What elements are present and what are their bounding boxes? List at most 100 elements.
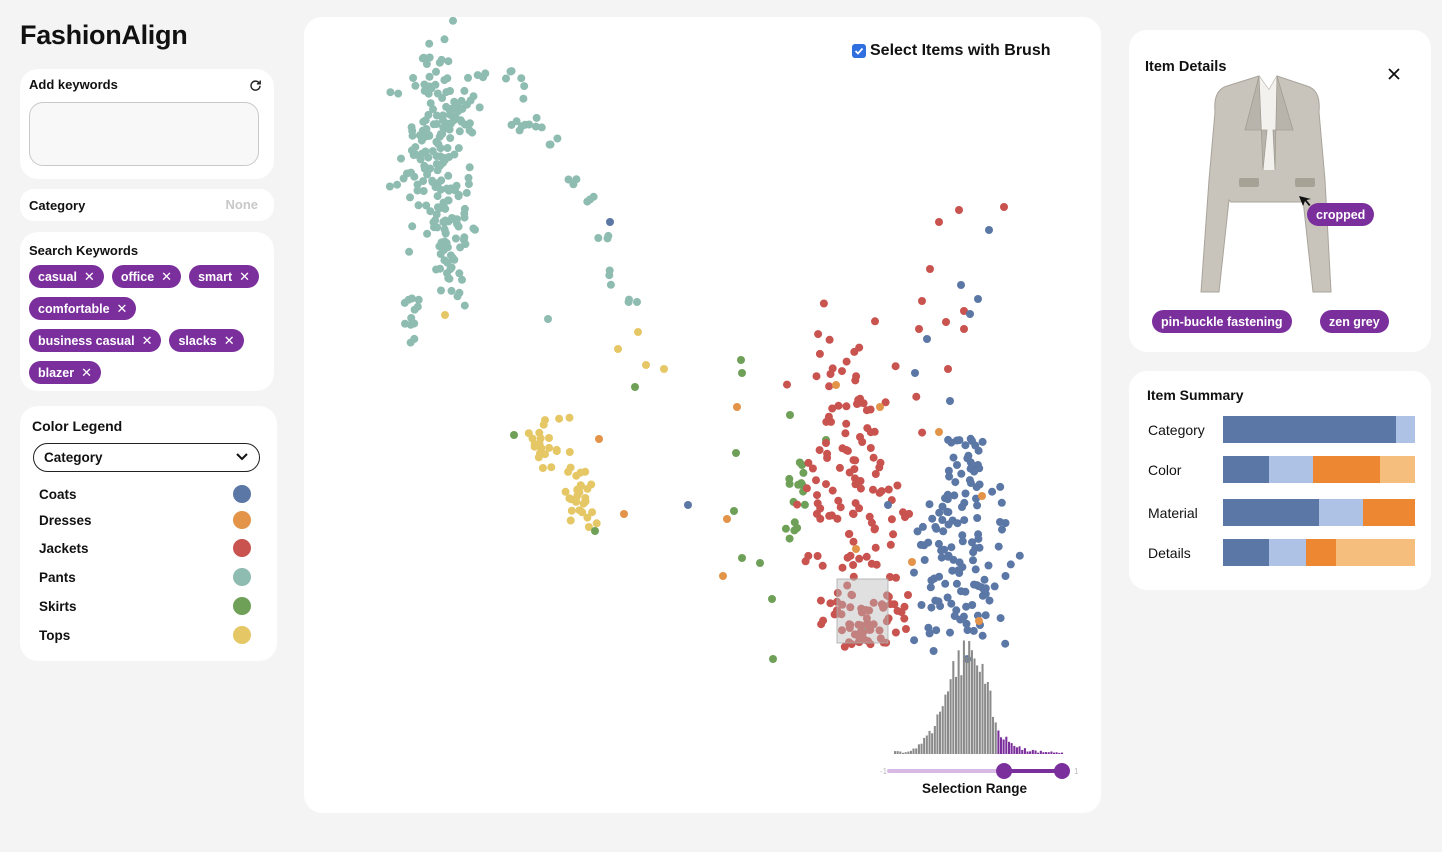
- scatter-point: [473, 71, 482, 80]
- scatter-point: [869, 485, 877, 494]
- reset-icon[interactable]: [249, 79, 262, 97]
- scatter-point: [545, 434, 553, 442]
- histogram-bar: [1008, 741, 1011, 754]
- scatter-point: [962, 602, 971, 611]
- scatter-point: [422, 201, 431, 210]
- scatter-point: [737, 356, 745, 364]
- keywords-input[interactable]: [29, 102, 259, 166]
- scatter-point: [633, 298, 641, 306]
- scatter-point: [434, 179, 442, 188]
- scatter-point: [460, 301, 469, 310]
- scatter-point: [953, 519, 962, 528]
- scatter-point: [918, 297, 926, 305]
- scatter-point: [913, 527, 922, 536]
- scatter-point: [450, 150, 459, 159]
- scatter-point: [891, 362, 900, 371]
- scatter-point: [461, 240, 470, 249]
- remove-tag-icon[interactable]: ✕: [83, 268, 95, 284]
- brush-selection[interactable]: [836, 578, 889, 644]
- scatter-point: [997, 498, 1006, 507]
- scatter-point: [660, 365, 668, 373]
- scatter-point: [409, 74, 418, 82]
- keyword-tag-list: casual ✕ office ✕ smart ✕ comfortable ✕ busi…: [29, 265, 269, 384]
- scatter-point: [918, 522, 927, 531]
- remove-tag-icon[interactable]: ✕: [239, 268, 251, 284]
- selection-range-slider[interactable]: [887, 763, 1070, 779]
- scatter-point: [804, 458, 813, 467]
- color-legend-label: Color Legend: [32, 418, 123, 434]
- scatter-point: [464, 173, 473, 182]
- scatter-point: [846, 620, 855, 629]
- scatter-point: [840, 642, 849, 651]
- histogram-bar: [1018, 746, 1021, 754]
- scatter-point: [910, 636, 919, 645]
- scatter-point: [948, 566, 957, 575]
- scatter-point: [958, 537, 967, 546]
- scatter-point: [946, 397, 954, 405]
- scatter-point: [857, 604, 866, 613]
- scatter-point: [846, 551, 855, 560]
- scatter-point: [411, 81, 420, 90]
- scatter-point: [949, 453, 958, 462]
- scatter-point: [555, 414, 564, 423]
- scatter-point: [552, 445, 561, 454]
- histogram-bar: [920, 743, 923, 754]
- scatter-point: [929, 647, 938, 655]
- scatter-point: [441, 229, 450, 238]
- remove-tag-icon[interactable]: ✕: [161, 268, 173, 284]
- brush-checkbox[interactable]: [852, 44, 866, 58]
- scatter-point: [439, 111, 447, 120]
- scatter-point: [862, 614, 871, 623]
- scatter-point: [908, 558, 916, 566]
- scatter-point: [1001, 639, 1010, 648]
- remove-tag-icon[interactable]: ✕: [81, 364, 93, 380]
- scatter-point: [849, 537, 858, 546]
- scatter-point: [968, 538, 976, 547]
- scatter-point: [642, 361, 650, 369]
- scatter-point: [814, 330, 823, 339]
- scatter-point: [418, 149, 427, 158]
- histogram-bar: [986, 682, 989, 754]
- legend-select[interactable]: Category: [33, 443, 260, 472]
- scatter-point: [866, 405, 875, 414]
- scatter-point: [823, 449, 832, 458]
- scatter-point: [842, 357, 851, 366]
- scatter-point: [869, 598, 878, 607]
- scatter-point: [631, 383, 639, 391]
- scatter-point: [912, 392, 921, 401]
- close-icon[interactable]: [1387, 67, 1401, 86]
- scatter-point: [978, 591, 987, 600]
- brush-toggle[interactable]: Select Items with Brush: [852, 42, 1051, 60]
- summary-bar-segment: [1319, 499, 1364, 526]
- scatter-point: [799, 468, 808, 477]
- item-details-title: Item Details: [1145, 59, 1227, 75]
- scatter-plot[interactable]: -1 1: [304, 17, 1101, 813]
- remove-tag-icon[interactable]: ✕: [141, 332, 153, 348]
- histogram-bar: [997, 730, 1000, 754]
- remove-tag-icon[interactable]: ✕: [223, 332, 235, 348]
- histogram-bar: [907, 751, 910, 754]
- scatter-point: [816, 596, 825, 605]
- slider-min-handle[interactable]: [996, 763, 1013, 779]
- scatter-point: [544, 315, 552, 323]
- scatter-point: [567, 506, 576, 515]
- slider-max-handle[interactable]: [1054, 763, 1070, 779]
- scatter-point: [475, 103, 484, 112]
- scatter-point: [918, 428, 927, 437]
- histogram-bar: [1005, 736, 1008, 754]
- scatter-point: [950, 491, 959, 500]
- scatter-point: [454, 190, 463, 199]
- histogram-bar: [1055, 752, 1058, 754]
- scatter-point: [996, 482, 1005, 491]
- scatter-point: [866, 444, 875, 452]
- scatter-point: [1006, 560, 1015, 569]
- scatter-point: [730, 507, 738, 515]
- scatter-point: [507, 120, 516, 129]
- scatter-point: [433, 192, 442, 201]
- histogram-bar: [984, 683, 987, 754]
- remove-tag-icon[interactable]: ✕: [116, 300, 128, 316]
- scatter-point: [981, 611, 990, 620]
- scatter-point: [420, 161, 429, 170]
- scatter-point: [406, 193, 414, 202]
- category-filter[interactable]: Category None: [20, 189, 274, 221]
